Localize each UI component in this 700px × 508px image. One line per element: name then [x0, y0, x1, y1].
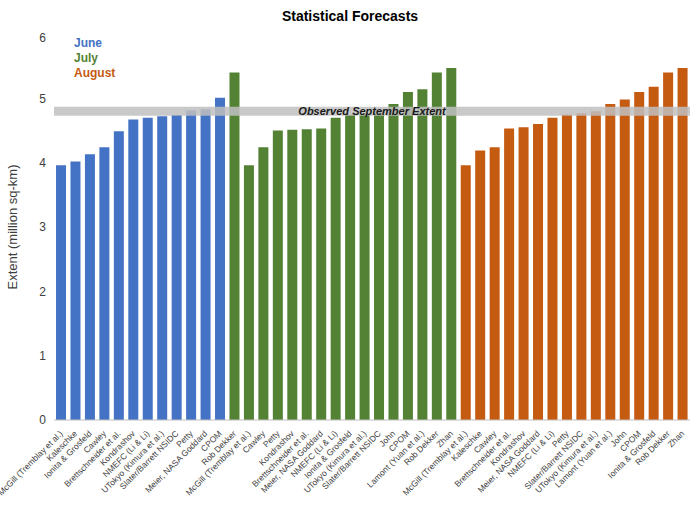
svg-text:McGill (Tremblay et al.): McGill (Tremblay et al.) — [400, 428, 470, 498]
svg-text:Observed September Extent: Observed September Extent — [298, 105, 447, 117]
svg-text:John: John — [608, 428, 629, 449]
svg-text:NMEFC (Li & Li): NMEFC (Li & Li) — [505, 428, 557, 480]
svg-text:Slater/Barrett NSIDC: Slater/Barrett NSIDC — [117, 428, 181, 492]
svg-text:Zhan: Zhan — [434, 428, 455, 450]
svg-text:Ionita & Grosfeld: Ionita & Grosfeld — [42, 428, 94, 480]
svg-text:Brettschneider et al.: Brettschneider et al. — [62, 428, 123, 489]
html-text:August: August — [74, 66, 116, 80]
svg-text:Rob Dekker: Rob Dekker — [633, 428, 672, 467]
svg-text:Petty: Petty — [260, 428, 282, 450]
svg-text:UTokyo (Kimura et al.): UTokyo (Kimura et al.) — [302, 428, 369, 495]
svg-text:UTokyo (Kimura et al.): UTokyo (Kimura et al.) — [533, 428, 600, 495]
svg-text:NMEFC (Li & Li): NMEFC (Li & Li) — [100, 428, 152, 480]
svg-text:Cawley: Cawley — [240, 428, 268, 456]
svg-text:McGill (Tremblay et al.): McGill (Tremblay et al.) — [184, 428, 253, 497]
svg-text:Zhan: Zhan — [666, 428, 687, 449]
svg-text:Kaleschke: Kaleschke — [449, 428, 484, 464]
svg-text:5: 5 — [39, 92, 46, 106]
svg-text:Petty: Petty — [174, 428, 195, 450]
svg-text:CPOM: CPOM — [617, 428, 643, 454]
svg-text:Ionita & Grosfeld: Ionita & Grosfeld — [605, 428, 658, 481]
svg-text:Rob Dekker: Rob Dekker — [199, 428, 239, 468]
svg-text:Meier, NASA Goddard: Meier, NASA Goddard — [143, 428, 210, 495]
svg-text:1: 1 — [39, 349, 46, 363]
svg-text:Meier, NASA Goddard: Meier, NASA Goddard — [258, 428, 325, 495]
svg-text:Slater/Barrett NSIDC: Slater/Barrett NSIDC — [522, 428, 586, 492]
svg-text:Rob Dekker: Rob Dekker — [401, 428, 441, 468]
svg-text:2: 2 — [39, 285, 46, 299]
svg-text:Slater/Barrett NSIDC: Slater/Barrett NSIDC — [319, 428, 383, 492]
svg-text:6: 6 — [39, 31, 46, 45]
svg-text:NMEFC (Li & Li): NMEFC (Li & Li) — [288, 428, 340, 480]
svg-text:Lamont (Yuan et al.): Lamont (Yuan et al.) — [553, 428, 614, 489]
svg-text:0: 0 — [39, 413, 46, 427]
svg-text:CPOM: CPOM — [198, 428, 224, 454]
svg-text:Kondrashov: Kondrashov — [256, 428, 296, 468]
svg-text:Meier, NASA Goddard: Meier, NASA Goddard — [475, 428, 542, 495]
svg-text:CPOM: CPOM — [386, 428, 412, 454]
svg-text:Brettschneider et al.: Brettschneider et al. — [452, 428, 513, 489]
svg-text:Cawley: Cawley — [81, 428, 109, 456]
html-text:June: June — [74, 36, 102, 50]
svg-text:John: John — [377, 428, 398, 449]
html-text:Statistical Forecasts: Statistical Forecasts — [281, 8, 419, 24]
svg-text:4: 4 — [39, 156, 46, 170]
html-text:July: July — [74, 51, 98, 65]
svg-text:Cawley: Cawley — [471, 428, 499, 456]
svg-text:Petty: Petty — [549, 428, 571, 450]
svg-text:Ionita & Grosfeld: Ionita & Grosfeld — [302, 428, 354, 481]
svg-text:Kondrashov: Kondrashov — [97, 428, 137, 468]
svg-text:Extent (million sq-km): Extent (million sq-km) — [8, 165, 20, 290]
svg-text:Lamont (Yuan et al.): Lamont (Yuan et al.) — [364, 428, 427, 490]
svg-text:Kondrashov: Kondrashov — [488, 428, 528, 468]
svg-text:3: 3 — [39, 220, 46, 234]
svg-text:UTokyo (Kimura et al.): UTokyo (Kimura et al.) — [99, 428, 166, 495]
svg-text:Kaleschke: Kaleschke — [44, 428, 80, 464]
svg-text:Brettschneider et al.: Brettschneider et al. — [250, 428, 311, 489]
